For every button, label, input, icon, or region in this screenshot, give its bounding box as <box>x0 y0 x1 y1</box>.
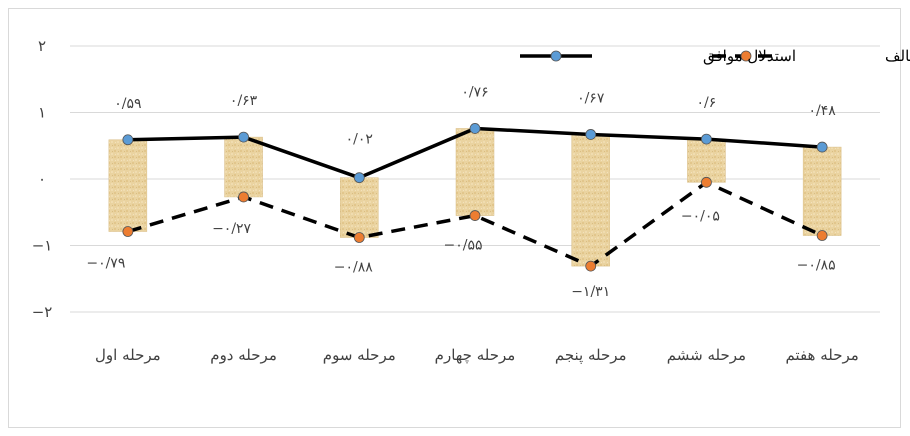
data-point <box>701 133 712 145</box>
data-label: −۰/۲۷ <box>212 221 251 237</box>
legend-label-oppose: استدلال مخالف <box>885 47 910 65</box>
x-category-label: مرحله سوم <box>323 346 396 364</box>
chart-frame <box>8 8 901 428</box>
legend-marker-oppose <box>740 50 752 62</box>
y-tick-label: ۲ <box>38 37 46 55</box>
range-bar <box>802 146 842 236</box>
data-point <box>816 230 828 241</box>
data-point <box>701 176 712 188</box>
range-bar <box>455 128 495 216</box>
range-bar <box>687 138 726 183</box>
data-label: ۰/۶۳ <box>230 93 258 109</box>
data-label: −۰/۰۵ <box>681 208 720 224</box>
x-category-label: مرحله ششم <box>667 346 746 364</box>
legend-marker-support <box>550 50 562 62</box>
data-point <box>122 134 134 146</box>
legend: استدلال مخالف استدلال موافق <box>520 47 910 65</box>
range-bar <box>224 136 263 198</box>
data-point <box>469 123 481 134</box>
y-tick-label: ۱ <box>38 104 46 122</box>
data-point <box>238 191 249 203</box>
x-category-label: مرحله دوم <box>210 346 277 364</box>
range-bar <box>108 139 148 232</box>
range-bar <box>571 134 610 267</box>
data-point <box>469 210 481 221</box>
data-point <box>238 131 249 143</box>
data-label: ۰/۷۶ <box>461 84 488 100</box>
data-point <box>353 172 365 184</box>
x-category-label: مرحله پنجم <box>555 346 627 364</box>
data-label: −۱/۳۱ <box>571 284 610 300</box>
data-point <box>585 129 597 140</box>
y-tick-label: −۱ <box>32 237 53 255</box>
data-label: ۰/۴۸ <box>809 103 837 119</box>
data-label: −۰/۸۸ <box>334 260 373 276</box>
data-point <box>585 260 597 272</box>
data-label: ۰/۵۹ <box>114 96 141 112</box>
legend-label-support: استدلال موافق <box>703 47 796 65</box>
y-tick-label: ۰ <box>38 170 46 188</box>
x-category-label: مرحله هفتم <box>785 346 858 364</box>
data-point <box>816 141 828 153</box>
data-label: ۰/۶۷ <box>577 90 605 106</box>
data-label: −۰/۷۹ <box>86 256 125 272</box>
data-label: ۰/۶ <box>697 95 717 111</box>
x-category-label: مرحله اول <box>95 346 161 364</box>
y-tick-label: −۲ <box>32 303 53 321</box>
data-label: −۰/۸۵ <box>797 258 836 274</box>
data-label: ۰/۰۲ <box>346 132 373 148</box>
x-category-label: مرحله چهارم <box>435 346 516 364</box>
data-point <box>122 226 134 237</box>
data-label: −۰/۵۵ <box>443 238 482 254</box>
range-bar <box>340 177 379 238</box>
data-point <box>353 232 365 243</box>
